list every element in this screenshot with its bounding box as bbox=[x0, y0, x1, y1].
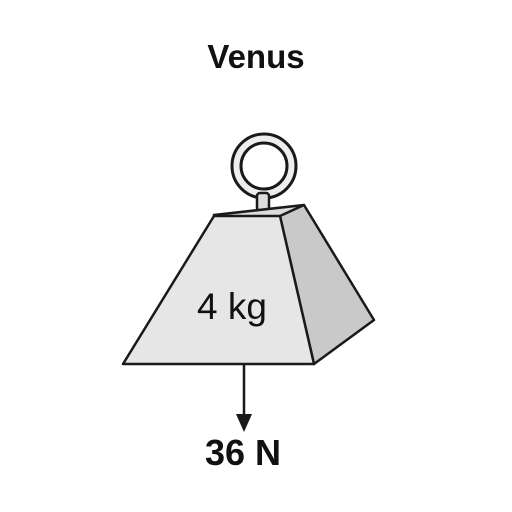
force-arrow-icon bbox=[236, 364, 252, 432]
mass-block: 4 kg bbox=[121, 203, 376, 366]
mass-block-front-face bbox=[121, 214, 316, 366]
planet-title: Venus bbox=[207, 38, 305, 75]
mass-label: 4 kg bbox=[197, 286, 267, 327]
force-label: 36 N bbox=[204, 432, 282, 473]
ring-hook-icon bbox=[230, 132, 298, 213]
